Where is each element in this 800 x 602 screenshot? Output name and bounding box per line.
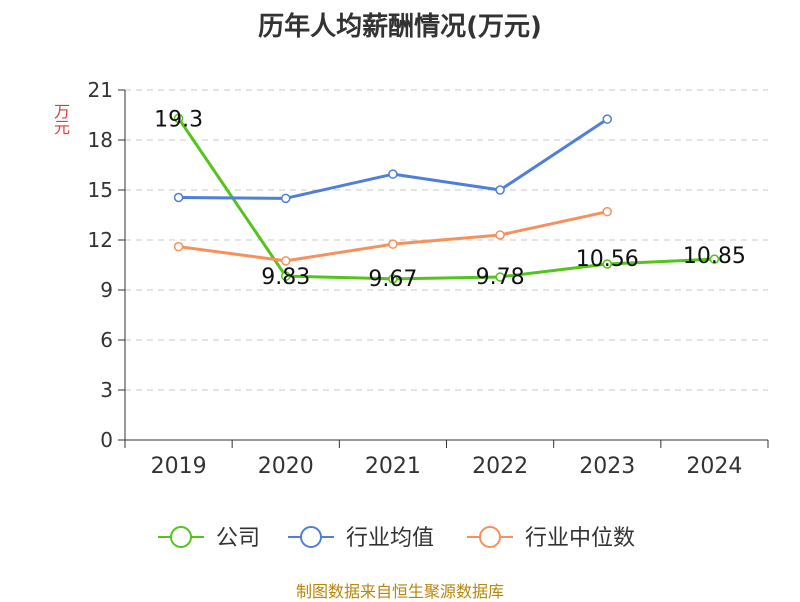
- data-point: [281, 256, 291, 266]
- series-line-2: [178, 117, 609, 200]
- data-point: [388, 239, 398, 249]
- y-tick-label: 18: [88, 128, 113, 152]
- y-tick-label: 15: [88, 178, 113, 202]
- y-tick-label: 6: [100, 328, 113, 352]
- axes: 0 3 6 9 12 15 18 21 2019 2020 2021 2022 2023 2024: [88, 78, 769, 479]
- data-label: 19.3: [154, 107, 203, 132]
- source-note: 制图数据来自恒生聚源数据库: [295, 582, 504, 601]
- legend-label-3[interactable]: 行业中位数: [525, 526, 635, 551]
- data-point: [495, 185, 505, 195]
- data-point: [495, 272, 505, 282]
- y-tick-label: 21: [88, 78, 113, 102]
- y-tick-label: 12: [88, 228, 113, 252]
- legend-marker-2[interactable]: [300, 526, 322, 548]
- data-point: [709, 254, 720, 264]
- x-tick-label: 2023: [579, 454, 635, 479]
- data-point: [173, 241, 184, 252]
- x-tick-label: 2024: [686, 454, 742, 479]
- data-point: [173, 113, 184, 124]
- data-point: [388, 274, 398, 284]
- legend-marker-3[interactable]: [479, 526, 501, 548]
- data-label: 9.67: [368, 267, 417, 292]
- series-lines: [173, 113, 720, 284]
- data-point: [602, 114, 612, 124]
- data-point: [281, 193, 291, 204]
- data-label: 10.85: [683, 244, 746, 269]
- series-line-1: [177, 117, 715, 281]
- data-point: [602, 259, 612, 269]
- legend[interactable]: 公司 行业均值 行业中位数: [158, 526, 635, 551]
- data-point: [495, 230, 505, 240]
- x-tick-label: 2020: [258, 454, 314, 479]
- legend-label-2[interactable]: 行业均值: [346, 526, 434, 551]
- series-line-3: [178, 210, 608, 263]
- y-tick-label: 0: [100, 428, 113, 452]
- data-labels: 19.3 9.83 9.67 9.78 10.56 10.85: [154, 107, 746, 292]
- legend-label-1[interactable]: 公司: [216, 526, 260, 551]
- y-tick-label: 3: [100, 378, 113, 402]
- data-point: [388, 169, 398, 179]
- data-label: 9.83: [261, 265, 310, 290]
- chart-title: 历年人均薪酬情况(万元): [258, 12, 542, 42]
- data-point: [173, 192, 184, 203]
- data-label: 10.56: [576, 247, 639, 272]
- y-tick-label: 9: [100, 278, 113, 302]
- data-point: [602, 206, 612, 217]
- data-point: [281, 271, 291, 281]
- data-label: 9.78: [476, 265, 525, 290]
- x-tick-label: 2021: [365, 454, 421, 479]
- y-axis-unit-label: 万元: [53, 102, 70, 137]
- legend-marker-1[interactable]: [170, 526, 192, 548]
- x-tick-label: 2022: [472, 454, 528, 479]
- x-tick-label: 2019: [151, 454, 207, 479]
